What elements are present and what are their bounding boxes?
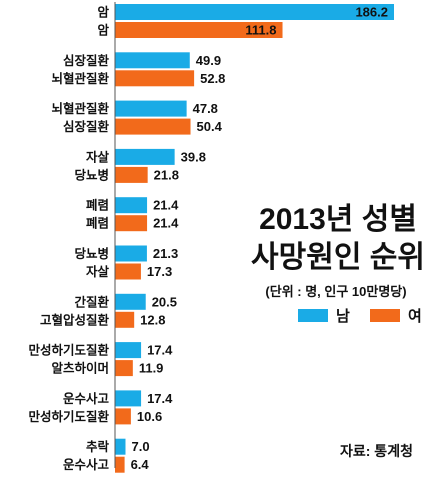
- value-label-male-rank-1: 186.2: [355, 5, 388, 20]
- bar-female-rank-7: [115, 311, 135, 328]
- bar-male-rank-9: [115, 390, 142, 407]
- value-label-male-rank-4: 39.8: [181, 149, 206, 164]
- legend-swatch-male: [298, 308, 328, 322]
- category-label-male-rank-10: 추락: [86, 439, 110, 454]
- chart-title-line-2: 사망원인 순위: [251, 241, 425, 274]
- category-label-male-rank-4: 자살: [86, 149, 110, 164]
- bar-male-rank-2: [115, 52, 190, 69]
- value-label-female-rank-7: 12.8: [140, 312, 165, 327]
- value-label-male-rank-2: 49.9: [196, 53, 221, 68]
- value-label-female-rank-1: 111.8: [245, 23, 276, 38]
- value-label-female-rank-4: 21.8: [154, 167, 179, 182]
- legend-label-female: 여: [408, 307, 422, 325]
- bar-female-rank-9: [115, 408, 131, 425]
- bar-female-rank-8: [115, 360, 133, 377]
- value-label-male-rank-7: 20.5: [152, 294, 177, 309]
- bar-male-rank-4: [115, 148, 175, 165]
- category-label-female-rank-10: 운수사고: [63, 457, 110, 472]
- bar-female-rank-2: [115, 70, 195, 87]
- bar-male-rank-5: [115, 197, 148, 214]
- value-label-male-rank-5: 21.4: [153, 198, 179, 213]
- bar-female-rank-10: [115, 456, 125, 473]
- category-label-female-rank-1: 암: [97, 23, 109, 38]
- source-note: 자료: 통계청: [340, 443, 413, 459]
- value-label-male-rank-8: 17.4: [147, 343, 173, 358]
- value-label-female-rank-9: 10.6: [137, 409, 162, 424]
- bar-female-rank-5: [115, 215, 148, 232]
- value-label-female-rank-3: 50.4: [197, 119, 223, 134]
- value-label-male-rank-6: 21.3: [153, 246, 178, 261]
- category-label-male-rank-2: 심장질환: [63, 53, 110, 68]
- value-label-female-rank-2: 52.8: [200, 71, 225, 86]
- value-label-female-rank-10: 6.4: [131, 457, 150, 472]
- category-label-male-rank-5: 폐렴: [86, 198, 109, 213]
- category-label-female-rank-6: 자살: [86, 264, 110, 279]
- bar-male-rank-1: [115, 4, 394, 20]
- category-label-male-rank-6: 당뇨병: [74, 246, 109, 261]
- category-label-female-rank-8: 알츠하이머: [51, 361, 109, 376]
- value-label-male-rank-9: 17.4: [147, 391, 173, 406]
- category-label-female-rank-5: 폐렴: [86, 216, 109, 231]
- chart-title-line-1: 2013년 성별: [259, 203, 417, 236]
- category-label-male-rank-3: 뇌혈관질환: [51, 101, 109, 116]
- category-label-male-rank-1: 암: [97, 5, 109, 20]
- legend-item-male: 남: [298, 307, 350, 325]
- value-label-male-rank-3: 47.8: [193, 101, 218, 116]
- category-label-female-rank-2: 뇌혈관질환: [51, 71, 109, 86]
- value-label-female-rank-5: 21.4: [153, 216, 179, 231]
- value-label-male-rank-10: 7.0: [131, 439, 149, 454]
- value-label-female-rank-8: 11.9: [139, 361, 164, 376]
- legend-item-female: 여: [370, 307, 422, 325]
- bar-male-rank-7: [115, 293, 146, 310]
- bar-female-rank-3: [115, 118, 191, 135]
- category-label-male-rank-9: 운수사고: [63, 391, 110, 406]
- bar-male-rank-6: [115, 245, 147, 262]
- legend-swatch-female: [370, 308, 400, 322]
- category-label-female-rank-3: 심장질환: [63, 119, 110, 134]
- bar-male-rank-3: [115, 100, 187, 117]
- value-label-female-rank-6: 17.3: [147, 264, 172, 279]
- bar-female-rank-1: [115, 22, 283, 38]
- bar-male-rank-10: [115, 438, 126, 455]
- category-label-male-rank-8: 만성하기도질환: [28, 343, 109, 358]
- bar-female-rank-4: [115, 166, 148, 183]
- category-label-female-rank-4: 당뇨병: [74, 167, 109, 182]
- bar-male-rank-8: [115, 342, 142, 359]
- category-label-female-rank-7: 고혈압성질환: [40, 312, 110, 327]
- category-label-male-rank-7: 간질환: [74, 294, 109, 309]
- legend-label-male: 남: [336, 307, 350, 325]
- bar-female-rank-6: [115, 263, 141, 280]
- unit-note: (단위 : 명, 인구 10만명당): [265, 284, 407, 299]
- category-label-female-rank-9: 만성하기도질환: [28, 409, 109, 424]
